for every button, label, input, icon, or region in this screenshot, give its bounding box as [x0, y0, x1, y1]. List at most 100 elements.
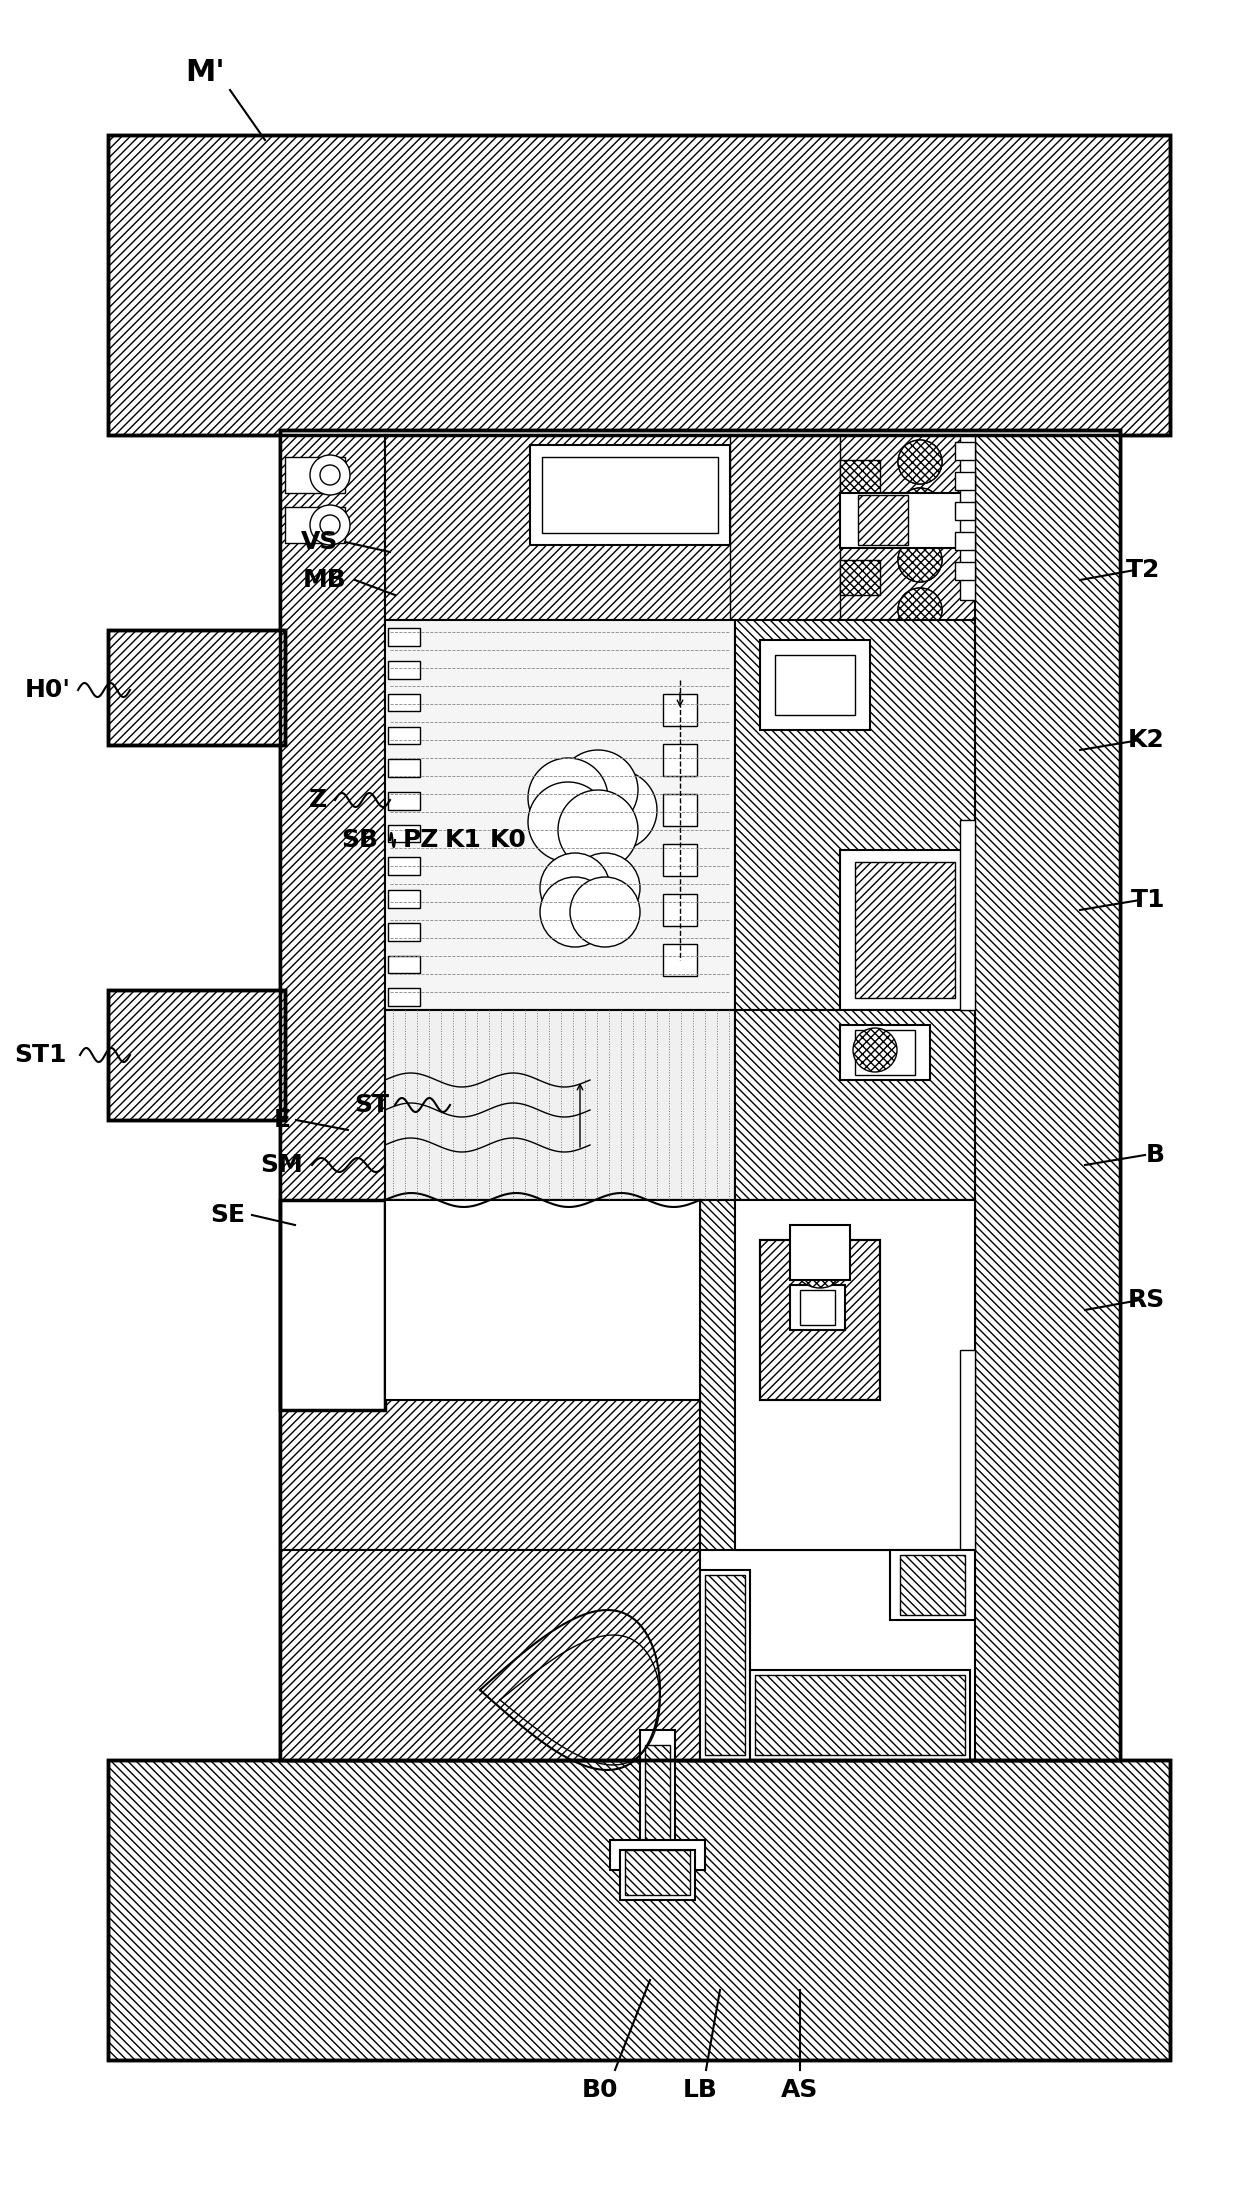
Bar	[975, 435, 1120, 1760]
Bar	[280, 431, 1120, 1760]
Text: T1: T1	[1131, 888, 1166, 912]
Circle shape	[898, 439, 942, 483]
Bar	[384, 621, 735, 1010]
Bar	[730, 435, 839, 621]
Text: AS: AS	[781, 2079, 818, 2103]
Bar	[735, 1200, 975, 1550]
Bar	[790, 1224, 849, 1281]
Bar	[755, 1674, 965, 1755]
Bar	[625, 1849, 689, 1895]
Bar	[388, 791, 420, 809]
Bar	[388, 660, 420, 678]
Bar	[610, 1841, 706, 1869]
Text: ST1: ST1	[14, 1043, 66, 1067]
Bar	[839, 560, 880, 595]
Text: B0: B0	[582, 2079, 619, 2103]
Bar	[388, 627, 420, 647]
Circle shape	[898, 538, 942, 581]
Bar	[900, 1554, 965, 1615]
Bar	[108, 630, 285, 745]
Bar	[839, 494, 970, 549]
Bar	[955, 503, 975, 520]
Circle shape	[558, 750, 639, 831]
Bar	[285, 457, 345, 494]
Bar	[890, 1550, 975, 1620]
Bar	[955, 472, 975, 490]
Bar	[663, 693, 697, 726]
Bar	[280, 1200, 701, 1550]
Bar	[750, 1670, 970, 1760]
Bar	[529, 446, 730, 544]
Bar	[388, 922, 420, 940]
Circle shape	[539, 877, 610, 947]
Text: VS: VS	[301, 529, 339, 553]
Circle shape	[898, 487, 942, 531]
Bar	[760, 1239, 880, 1399]
Circle shape	[570, 877, 640, 947]
Circle shape	[898, 538, 942, 581]
Bar	[645, 1744, 670, 1845]
Circle shape	[792, 1233, 848, 1288]
Bar	[388, 693, 420, 710]
Bar	[663, 743, 697, 776]
Bar	[775, 656, 856, 715]
Circle shape	[528, 759, 608, 837]
Bar	[620, 1849, 694, 1900]
Bar	[663, 894, 697, 927]
Bar	[955, 442, 975, 459]
Bar	[285, 507, 345, 542]
Bar	[760, 640, 870, 730]
Bar	[735, 1010, 975, 1200]
Text: ST: ST	[355, 1093, 389, 1117]
Circle shape	[570, 853, 640, 922]
Circle shape	[528, 783, 608, 861]
Text: E: E	[274, 1108, 290, 1132]
Bar	[384, 435, 975, 621]
Bar	[108, 990, 285, 1119]
Text: K0: K0	[490, 828, 527, 853]
Bar	[960, 1351, 975, 1550]
Circle shape	[898, 588, 942, 632]
Bar	[280, 435, 384, 1760]
Bar	[663, 944, 697, 975]
Bar	[388, 824, 420, 842]
Circle shape	[898, 487, 942, 531]
Bar	[735, 621, 975, 1010]
Bar	[388, 890, 420, 907]
Bar	[108, 1760, 1171, 2059]
Bar	[760, 1239, 880, 1399]
Bar	[280, 1200, 384, 1410]
Bar	[858, 494, 908, 544]
Bar	[839, 459, 880, 494]
Bar	[384, 1200, 701, 1399]
Bar	[955, 531, 975, 551]
Text: RS: RS	[1127, 1288, 1166, 1312]
Text: SE: SE	[211, 1202, 246, 1226]
Bar	[108, 136, 1171, 435]
Circle shape	[898, 439, 942, 483]
Bar	[960, 435, 975, 599]
Circle shape	[310, 505, 350, 544]
Text: T2: T2	[1126, 557, 1159, 581]
Bar	[542, 457, 718, 533]
Text: SM: SM	[260, 1152, 304, 1176]
Bar	[388, 759, 420, 776]
Bar	[108, 136, 1171, 435]
Circle shape	[898, 588, 942, 632]
Bar	[701, 1200, 975, 1550]
Bar	[790, 1285, 844, 1329]
Bar	[108, 990, 285, 1119]
Circle shape	[558, 789, 639, 870]
Text: PZ: PZ	[403, 828, 439, 853]
Bar	[280, 431, 1120, 1760]
Bar	[280, 1550, 701, 1760]
Text: K2: K2	[1128, 728, 1166, 752]
Bar	[388, 955, 420, 973]
Bar	[839, 1025, 930, 1080]
Bar	[800, 1290, 835, 1325]
Circle shape	[310, 455, 350, 494]
Bar	[388, 857, 420, 874]
Circle shape	[577, 769, 657, 850]
Bar	[663, 844, 697, 877]
Text: K1: K1	[445, 828, 482, 853]
